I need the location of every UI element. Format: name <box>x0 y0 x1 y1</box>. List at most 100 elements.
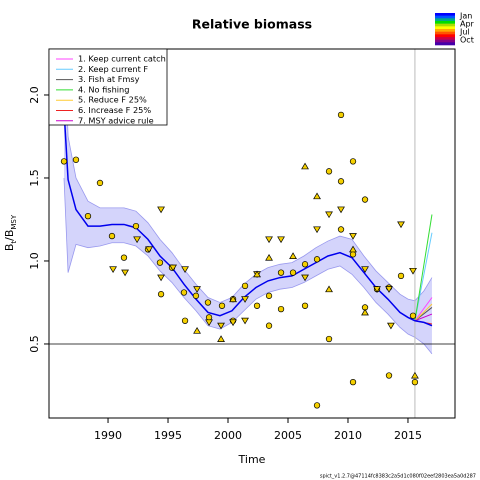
colorbar-swatch <box>435 39 455 43</box>
legend-label: 4. No fishing <box>78 84 129 94</box>
legend-label: 1. Keep current catch <box>78 54 166 64</box>
y-axis-label: Bt/BMSY <box>3 214 18 251</box>
data-point <box>241 317 249 325</box>
ci-band <box>63 49 432 354</box>
data-point <box>385 286 393 293</box>
data-point <box>120 254 128 261</box>
y-axis-label-part: t <box>10 241 18 244</box>
x-tick-label: 2010 <box>334 429 362 442</box>
colorbar-swatch <box>435 15 455 19</box>
colorbar-swatch <box>435 37 455 40</box>
scenario-line <box>414 214 433 321</box>
data-point <box>181 317 189 324</box>
data-point <box>265 253 273 261</box>
data-point <box>204 299 212 306</box>
colorbar-swatch <box>435 26 455 30</box>
data-point <box>289 269 297 276</box>
data-point <box>193 326 201 334</box>
x-tick-label: 2000 <box>214 429 242 442</box>
x-tick-label: 2015 <box>394 429 422 442</box>
data-point <box>193 286 201 293</box>
data-point <box>289 252 297 259</box>
data-point <box>169 264 177 272</box>
legend-label: 2. Keep current F <box>78 64 148 74</box>
data-point <box>313 192 321 200</box>
data-point <box>253 302 261 309</box>
data-point <box>301 261 309 268</box>
y-tick-label: 2.0 <box>28 86 41 104</box>
data-point <box>96 179 104 187</box>
data-point <box>361 266 369 273</box>
data-point <box>325 285 333 293</box>
x-tick-label: 1995 <box>154 429 182 442</box>
colorbar-swatch <box>435 42 455 46</box>
data-point <box>349 378 357 386</box>
plot-area <box>49 49 455 418</box>
x-tick-label: 2005 <box>274 429 302 442</box>
data-point <box>301 162 309 170</box>
median-line <box>63 109 433 327</box>
data-point <box>409 312 417 319</box>
data-point <box>229 295 237 303</box>
scenario-line <box>414 303 433 322</box>
data-point <box>108 232 116 240</box>
x-axis-label: Time <box>238 453 266 466</box>
colorbar-label: Jan <box>459 12 472 21</box>
colorbar-swatch <box>435 13 455 16</box>
data-point <box>181 266 189 273</box>
colorbar-swatch <box>435 34 455 38</box>
data-point <box>72 156 80 163</box>
colorbar-label: Jul <box>459 28 470 37</box>
data-point <box>361 196 369 203</box>
data-point <box>361 308 369 316</box>
ci-edge <box>64 49 433 303</box>
data-point <box>145 246 153 254</box>
data-point <box>60 158 68 165</box>
x-tick-label: 1990 <box>94 429 122 442</box>
data-point <box>349 251 357 258</box>
data-point <box>265 322 273 329</box>
data-point <box>349 245 357 253</box>
data-point <box>325 211 333 219</box>
colorbar-swatch <box>435 21 455 24</box>
y-tick-label: 0.5 <box>28 335 41 353</box>
data-point <box>217 335 225 342</box>
data-point <box>397 221 405 229</box>
data-point <box>409 267 417 275</box>
data-point <box>385 372 393 379</box>
data-point <box>241 282 249 290</box>
legend-label: 3. Fish at Fmsy <box>78 74 140 84</box>
data-point <box>205 319 213 327</box>
legend-box <box>48 48 168 126</box>
colorbar-swatch <box>435 29 455 32</box>
data-point <box>337 226 345 233</box>
data-point <box>109 266 117 273</box>
legend-label: 6. Increase F 25% <box>78 105 151 115</box>
data-point <box>121 269 129 277</box>
data-point <box>218 302 226 309</box>
data-point <box>313 226 321 234</box>
data-point <box>205 314 213 321</box>
chart-title: Relative biomass <box>192 17 312 32</box>
data-point <box>337 111 345 119</box>
data-point <box>337 206 345 214</box>
data-point <box>349 158 357 165</box>
scenario-line <box>414 297 433 322</box>
data-point <box>253 270 261 278</box>
data-point <box>265 236 273 244</box>
data-point <box>301 274 309 282</box>
data-point <box>84 213 92 220</box>
data-point <box>337 178 345 185</box>
data-point <box>157 291 165 298</box>
plot-frame <box>48 48 456 419</box>
data-point <box>397 272 405 280</box>
data-point <box>325 335 333 343</box>
data-point <box>229 319 237 327</box>
data-point <box>217 322 225 330</box>
scenario-line <box>414 313 433 322</box>
data-point <box>411 371 419 379</box>
y-tick-label: 1.5 <box>28 169 41 187</box>
data-point <box>265 292 273 299</box>
